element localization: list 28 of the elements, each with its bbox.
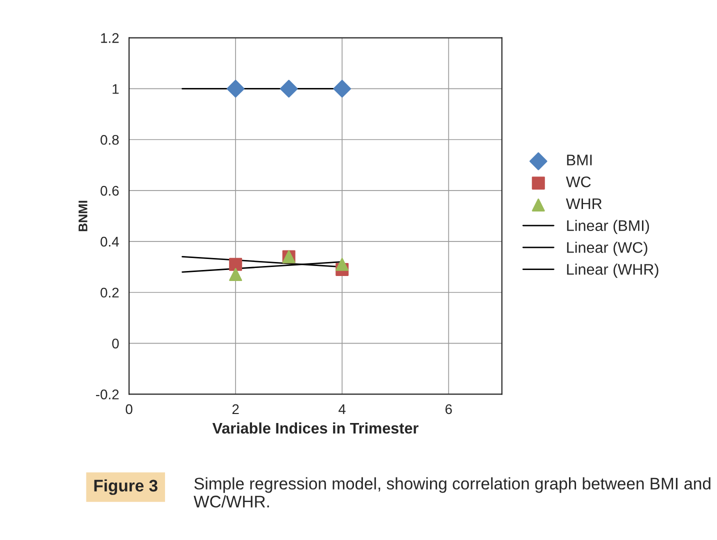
y-tick-label: 0 [112, 338, 119, 348]
text: Simple regression model, showing correlation graph between BMI and WC/WHR. [194, 477, 710, 508]
legend-label: WHR [566, 198, 602, 210]
y-tick-label: 0.4 [100, 236, 119, 247]
y-tick-label: 1.2 [101, 33, 119, 43]
x-tick-label: 6 [445, 404, 452, 414]
caption: Figure 3 [94, 479, 158, 495]
x-axis-title: Variable Indices in Trimester [212, 422, 418, 434]
legend-label: Linear (WC) [567, 242, 648, 256]
y-axis-title: BNMI [78, 200, 88, 232]
y-tick-label: 1 [112, 84, 119, 94]
legend-label: WC [566, 176, 591, 188]
point [280, 80, 298, 98]
point [336, 258, 349, 271]
y-tick-label: 0.2 [100, 288, 119, 298]
legend-label: Linear (BMI) [567, 220, 649, 234]
x-tick-label: 4 [338, 404, 346, 414]
x-tick-label: 0 [126, 404, 132, 414]
point [229, 258, 242, 271]
legend-label: Linear (WHR) [567, 264, 658, 278]
point [226, 80, 244, 98]
point [333, 80, 352, 98]
y-tick-label: 0.8 [100, 134, 119, 145]
x-tick-label: 2 [232, 404, 239, 414]
point [229, 268, 242, 282]
y-tick-label: -0.2 [96, 390, 119, 400]
legend-label: BMI [567, 154, 592, 166]
y-tick-label: 0.6 [100, 186, 119, 196]
